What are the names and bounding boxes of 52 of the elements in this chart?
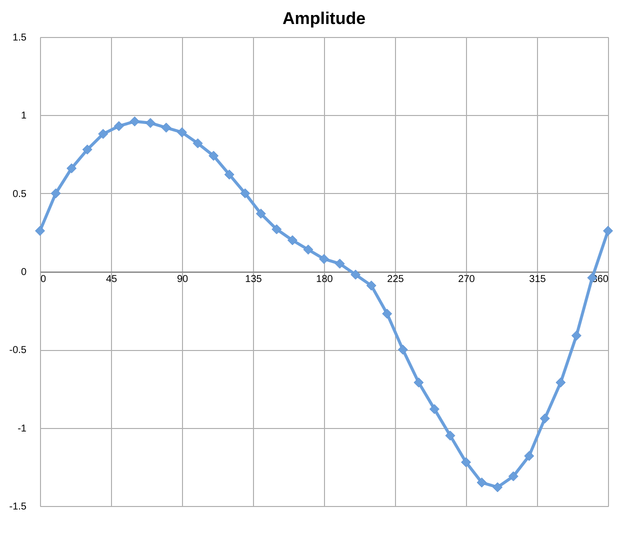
point	[35, 226, 45, 236]
x-tick-label: 90	[176, 274, 188, 285]
point	[540, 413, 550, 424]
point	[192, 138, 203, 148]
point	[50, 188, 61, 198]
point	[429, 404, 440, 414]
point	[98, 128, 108, 139]
x-tick-label: 225	[387, 274, 404, 285]
point	[130, 116, 140, 126]
x-tick-label: 45	[106, 274, 118, 285]
y-tick-label: -1.5	[9, 502, 27, 512]
point	[145, 118, 156, 128]
x-tick-label: 0	[40, 274, 46, 285]
point	[492, 482, 503, 492]
point	[571, 330, 582, 341]
point	[256, 208, 266, 219]
point	[524, 450, 534, 461]
y-tick-label: 1.5	[12, 32, 27, 44]
point	[177, 127, 187, 138]
point	[272, 224, 282, 234]
y-tick-label: 0.5	[12, 188, 27, 200]
point	[382, 308, 392, 319]
point	[508, 471, 518, 482]
point	[82, 144, 92, 155]
y-tick-label: -1	[18, 423, 27, 434]
x-tick-label: 270	[458, 274, 476, 285]
point	[476, 478, 487, 488]
point	[366, 280, 376, 291]
point	[66, 163, 77, 174]
chart-title: Amplitude	[282, 9, 366, 28]
point	[114, 121, 124, 132]
point	[461, 457, 471, 468]
y-tick-label: 0	[20, 267, 27, 278]
point	[350, 270, 361, 280]
point	[208, 150, 219, 161]
point	[303, 244, 314, 255]
point	[240, 188, 250, 198]
x-tick-label: 315	[529, 274, 546, 285]
point	[334, 258, 345, 269]
point	[398, 344, 408, 355]
point	[603, 226, 613, 236]
y-tick-label: -0.5	[9, 345, 27, 356]
point	[556, 378, 566, 388]
point	[224, 170, 234, 180]
point	[287, 235, 298, 246]
x-tick-label: 135	[245, 274, 262, 285]
point	[445, 430, 456, 441]
x-tick-label: 180	[316, 274, 334, 285]
y-tick-label: 1	[20, 110, 27, 122]
point	[161, 122, 172, 133]
point	[414, 378, 424, 388]
point	[319, 254, 329, 264]
